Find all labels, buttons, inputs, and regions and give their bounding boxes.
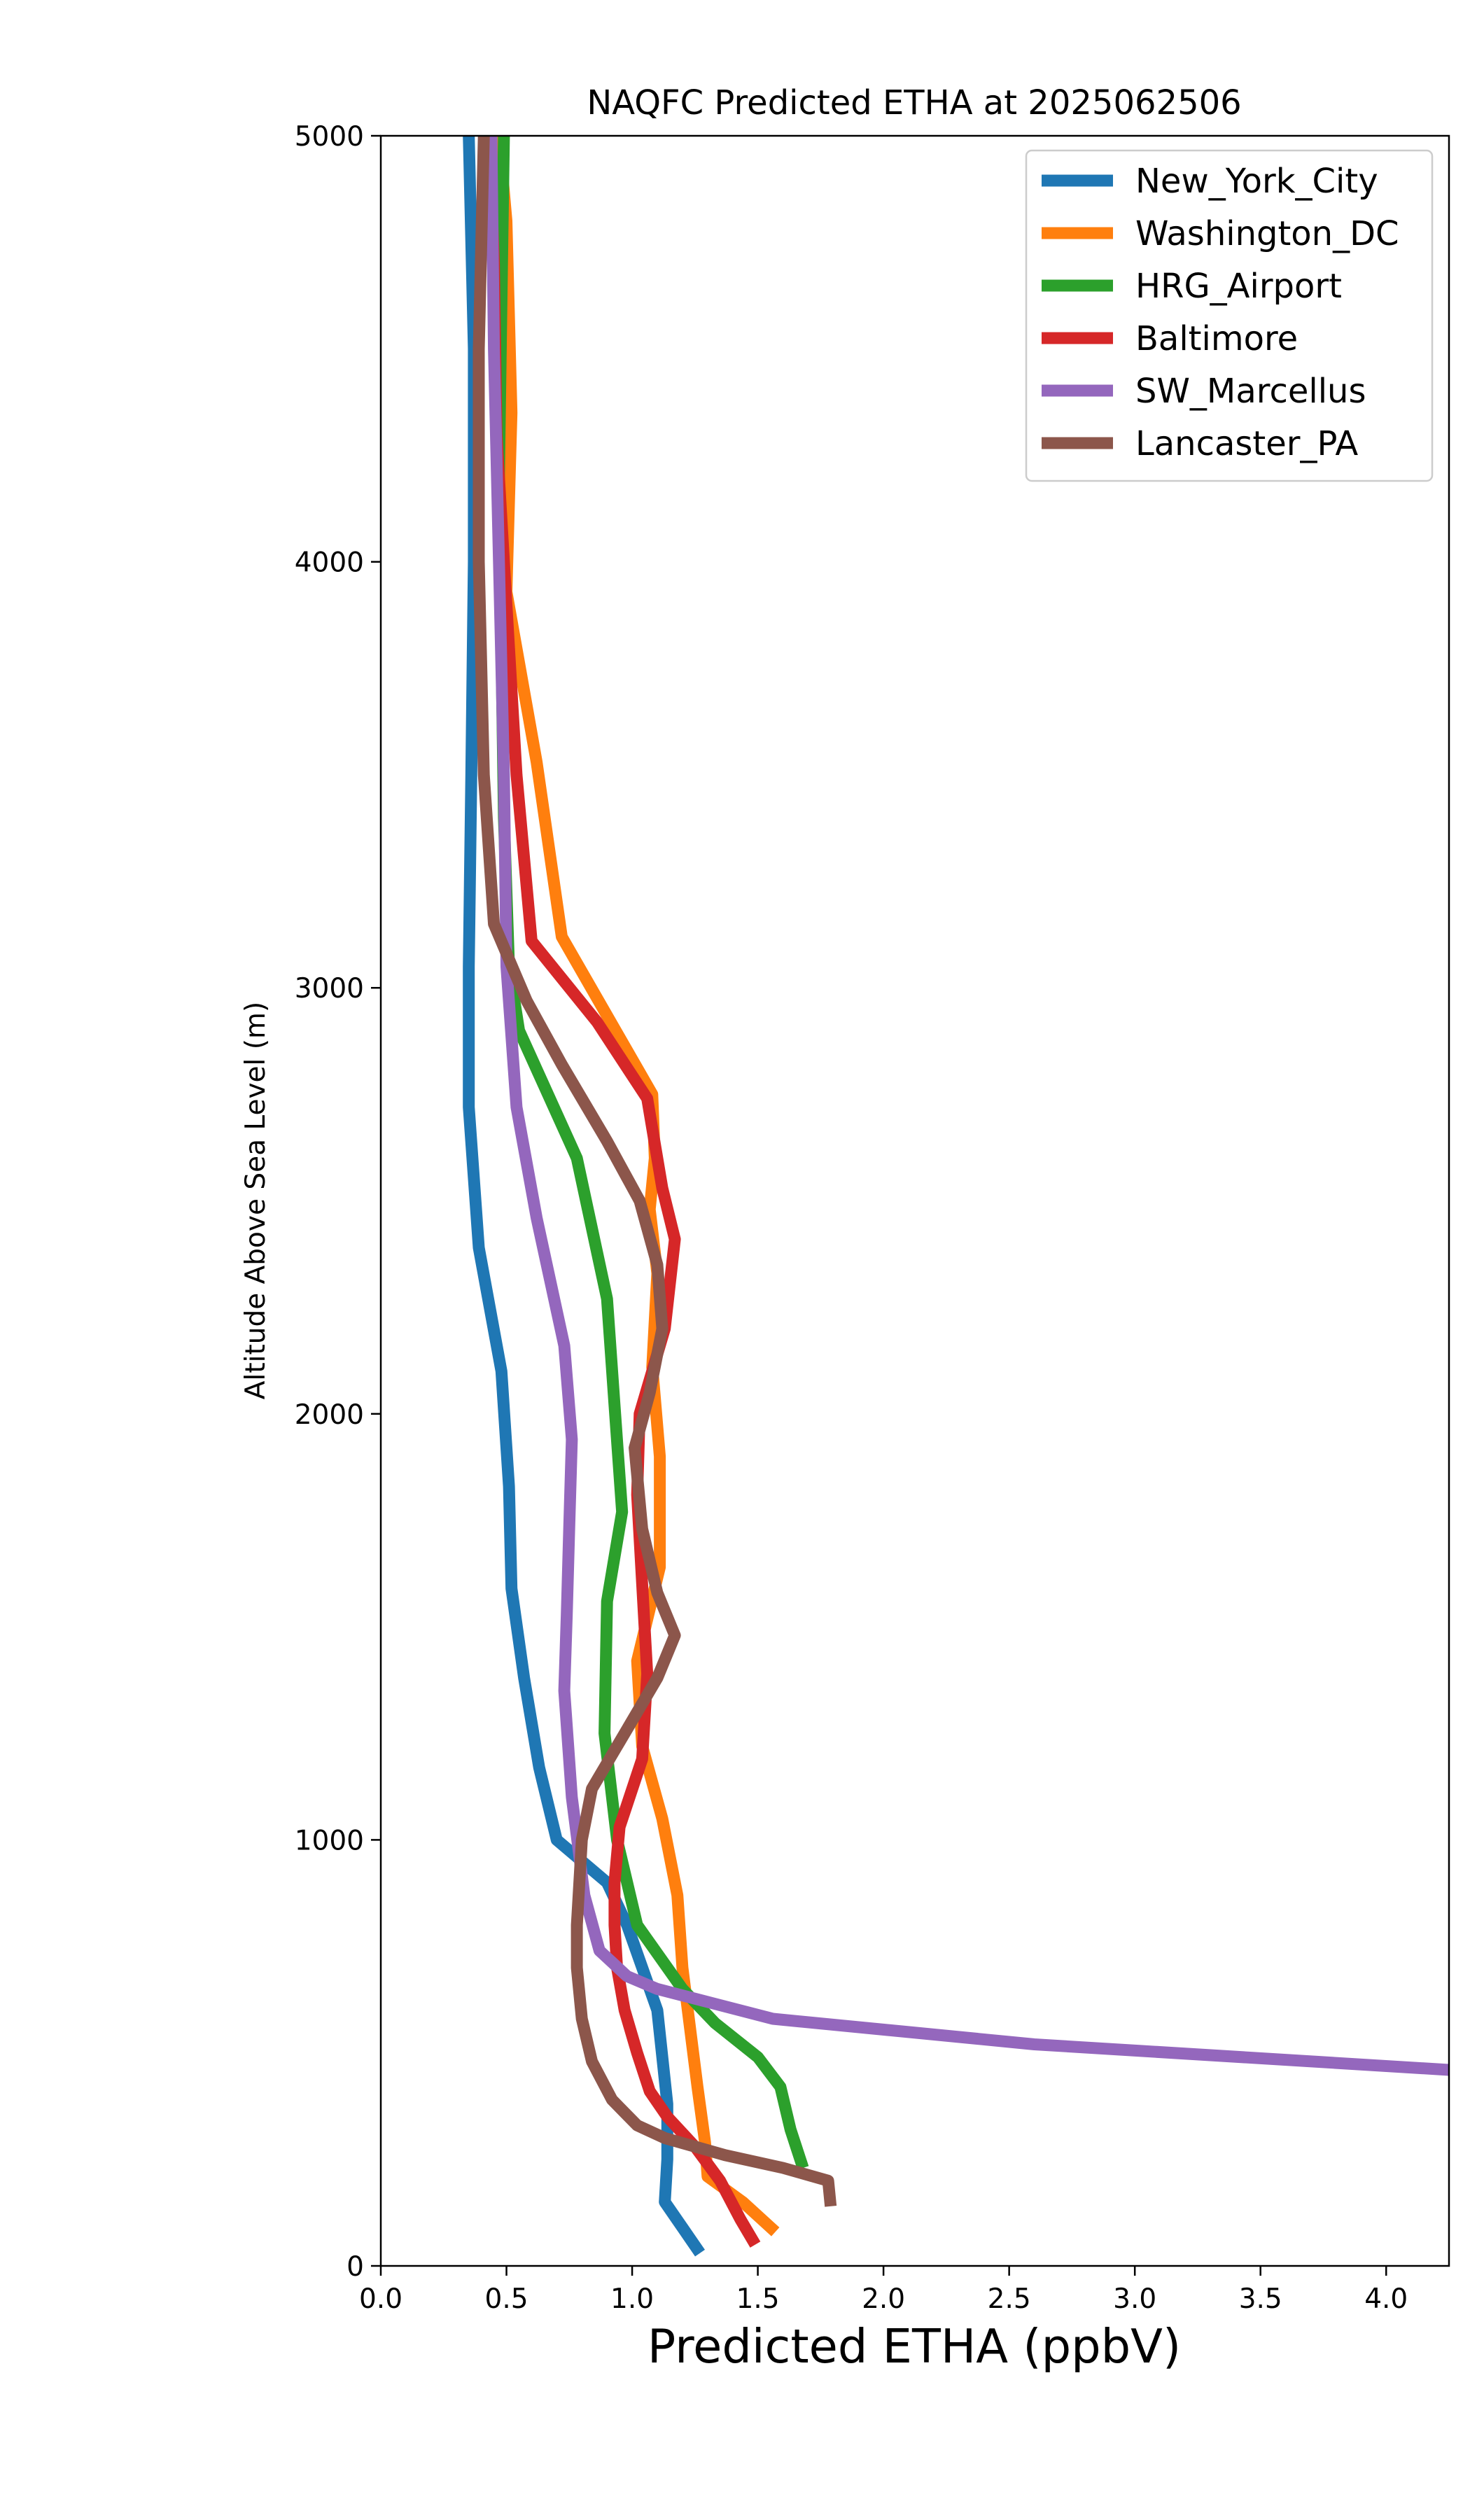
chart-title: NAQFC Predicted ETHA at 2025062506 xyxy=(587,83,1241,122)
series-line-lancaster-pa xyxy=(472,136,837,2207)
plot-area-frame xyxy=(379,134,1450,2267)
legend-label: Baltimore xyxy=(1135,319,1298,358)
legend-items: New_York_City Washington_DC HRG_Airport Bal… xyxy=(1042,162,1399,463)
series-line-baltimore xyxy=(482,136,761,2248)
legend-label: Lancaster_PA xyxy=(1135,424,1358,463)
y-axis-label: Altitude Above Sea Level (m) xyxy=(240,1002,272,1399)
x-axis: 0.0 0.5 1.0 1.5 2.0 2.5 3.0 3.5 4.0 xyxy=(359,2266,1408,2315)
legend-box xyxy=(1025,149,1434,482)
x-tick-label: 0.5 xyxy=(485,2283,528,2315)
y-tick-label: 3000 xyxy=(295,973,364,1004)
x-tick-label: 2.5 xyxy=(988,2283,1031,2315)
x-tick-label: 1.0 xyxy=(610,2283,654,2315)
x-tick-label: 3.5 xyxy=(1239,2283,1282,2315)
series-line-sw-marcellus xyxy=(485,136,1449,2076)
x-tick-label: 1.5 xyxy=(736,2283,780,2315)
y-tick-label: 2000 xyxy=(295,1399,364,1431)
y-tick-label: 4000 xyxy=(295,547,364,579)
legend: New_York_City Washington_DC HRG_Airport Bal… xyxy=(1025,149,1434,482)
x-tick-label: 4.0 xyxy=(1364,2283,1408,2315)
legend-label: Washington_DC xyxy=(1135,214,1399,253)
y-tick-label: 5000 xyxy=(295,121,364,153)
legend-label: HRG_Airport xyxy=(1135,267,1342,306)
y-tick-label: 1000 xyxy=(295,1825,364,1856)
x-tick-label: 3.0 xyxy=(1113,2283,1156,2315)
series-layer xyxy=(463,136,1449,2257)
x-tick-label: 0.0 xyxy=(359,2283,402,2315)
y-tick-label: 0 xyxy=(346,2251,364,2283)
y-axis: 0 1000 2000 3000 4000 5000 xyxy=(295,121,381,2283)
x-tick-label: 2.0 xyxy=(862,2283,905,2315)
series-line-washington-dc xyxy=(493,136,780,2236)
legend-label: SW_Marcellus xyxy=(1135,372,1366,411)
legend-label: New_York_City xyxy=(1135,162,1378,201)
x-axis-label: Predicted ETHA (ppbV) xyxy=(648,2319,1181,2374)
